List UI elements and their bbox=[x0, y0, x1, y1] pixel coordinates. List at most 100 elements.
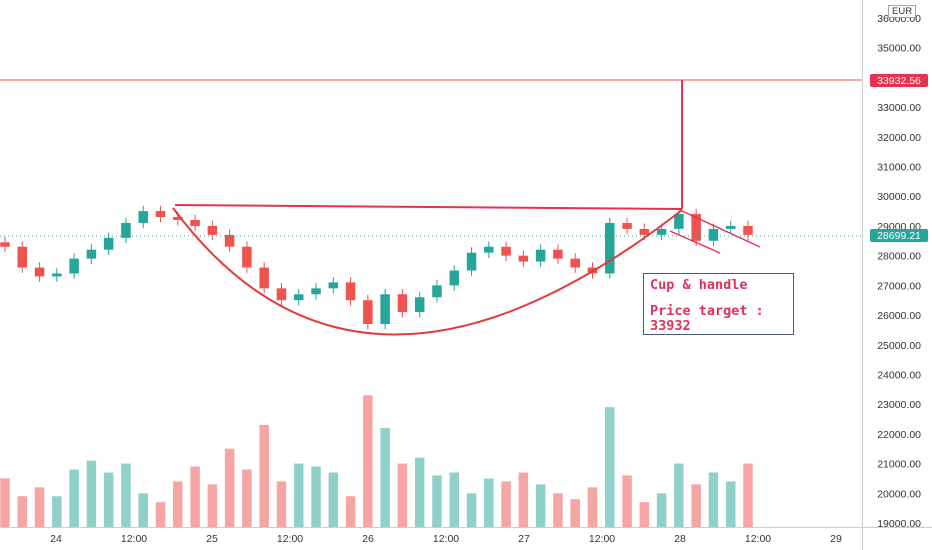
candle-up bbox=[138, 211, 148, 223]
volume-bar bbox=[138, 493, 148, 527]
volume-bar bbox=[173, 481, 183, 527]
volume-bar bbox=[725, 481, 736, 527]
volume-bar bbox=[345, 496, 356, 527]
candle-down bbox=[224, 234, 235, 247]
price-tick-label: 30000.00 bbox=[877, 191, 921, 203]
price-tick-label: 32000.00 bbox=[877, 132, 921, 144]
drawing-layer bbox=[0, 79, 862, 336]
candle-up bbox=[293, 294, 304, 301]
candlesticks bbox=[0, 205, 753, 330]
candle-up bbox=[484, 246, 494, 253]
volume-bar bbox=[622, 475, 632, 527]
price-tick-label: 20000.00 bbox=[877, 488, 921, 500]
candle-up bbox=[449, 270, 460, 286]
candle-down bbox=[207, 225, 218, 235]
candle-up bbox=[656, 228, 667, 235]
price-tick-label: 22000.00 bbox=[877, 429, 921, 441]
candle-up bbox=[86, 249, 97, 259]
volume-bar bbox=[363, 395, 373, 527]
price-tick-label: 28000.00 bbox=[877, 251, 921, 263]
price-tick-label: 25000.00 bbox=[877, 340, 921, 352]
candle-down bbox=[190, 220, 200, 226]
volume-bar bbox=[674, 463, 684, 527]
target-price-label: 33932.56 bbox=[877, 75, 921, 87]
volume-bar bbox=[414, 457, 425, 527]
time-tick-label: 12:00 bbox=[433, 533, 459, 545]
volume-bar bbox=[52, 496, 62, 527]
volume-bar bbox=[190, 466, 200, 527]
candle-down bbox=[553, 249, 563, 259]
candle-up bbox=[535, 249, 546, 262]
candle-down bbox=[570, 258, 580, 268]
candle-down bbox=[242, 246, 252, 268]
volume-bar bbox=[155, 502, 166, 527]
time-tick-label: 24 bbox=[50, 533, 62, 545]
volume-bar bbox=[449, 472, 460, 527]
candle-up bbox=[328, 282, 339, 289]
candle-down bbox=[743, 225, 753, 235]
candle-down bbox=[518, 255, 529, 262]
candle-up bbox=[311, 288, 321, 295]
price-axis-ticks: 19000.00 20000.00 21000.00 22000.00 23000.00… bbox=[877, 13, 921, 530]
time-tick-label: 12:00 bbox=[121, 533, 147, 545]
volume-bar bbox=[259, 424, 269, 527]
volume-bar bbox=[708, 472, 719, 527]
handle-channel-lower bbox=[669, 230, 721, 254]
volume-bar bbox=[34, 487, 45, 527]
volume-bar bbox=[311, 466, 321, 527]
pattern-annotation-box[interactable]: Cup & handle Price target : 33932 bbox=[643, 273, 794, 335]
price-target-value: 33932 bbox=[650, 318, 691, 334]
candle-down bbox=[276, 288, 287, 301]
candle-down bbox=[501, 246, 511, 256]
volume-bar bbox=[17, 496, 28, 527]
volume-bar bbox=[553, 493, 563, 527]
volume-bar bbox=[328, 472, 339, 527]
handle-channel-upper bbox=[681, 210, 761, 248]
candle-up bbox=[674, 214, 684, 229]
candle-down bbox=[0, 242, 10, 247]
volume-bar bbox=[639, 502, 650, 527]
pattern-name: Cup & handle bbox=[650, 277, 748, 293]
time-tick-label: 12:00 bbox=[589, 533, 615, 545]
candle-up bbox=[121, 222, 131, 238]
volume-bar bbox=[207, 484, 218, 527]
candle-down bbox=[34, 267, 45, 277]
volume-bar bbox=[432, 475, 442, 527]
candle-up bbox=[380, 294, 390, 324]
candle-down bbox=[155, 211, 166, 218]
price-tick-label: 19000.00 bbox=[877, 518, 921, 530]
candle-up bbox=[725, 225, 736, 229]
price-tick-label: 31000.00 bbox=[877, 162, 921, 174]
currency-badge[interactable]: EUR bbox=[888, 5, 917, 18]
price-tick-label: 27000.00 bbox=[877, 280, 921, 292]
volume-bar bbox=[501, 481, 511, 527]
price-target-label: Price target : bbox=[650, 303, 764, 319]
candle-down bbox=[397, 294, 408, 313]
volume-bar bbox=[224, 448, 235, 527]
candle-down bbox=[173, 217, 183, 220]
price-tick-label: 33000.00 bbox=[877, 102, 921, 114]
time-tick-label: 28 bbox=[674, 533, 686, 545]
candle-up bbox=[52, 273, 62, 277]
candle-down bbox=[691, 214, 701, 241]
volume-bar bbox=[466, 493, 477, 527]
volume-bar bbox=[86, 460, 97, 527]
price-tick-label: 26000.00 bbox=[877, 310, 921, 322]
candle-down bbox=[345, 282, 356, 301]
volume-bar bbox=[570, 499, 580, 527]
cup-curve bbox=[172, 207, 683, 336]
price-tick-label: 24000.00 bbox=[877, 369, 921, 381]
volume-bar bbox=[691, 484, 701, 527]
price-tick-label: 35000.00 bbox=[877, 43, 921, 55]
candle-up bbox=[708, 228, 719, 241]
volume-bar bbox=[535, 484, 546, 527]
volume-bar bbox=[276, 481, 287, 527]
volume-bar bbox=[587, 487, 598, 527]
target-price-badge: 33932.56 bbox=[870, 74, 928, 87]
candle-down bbox=[363, 300, 373, 324]
volume-bar bbox=[242, 469, 252, 527]
volume-bar bbox=[743, 463, 753, 527]
price-tick-label: 23000.00 bbox=[877, 399, 921, 411]
